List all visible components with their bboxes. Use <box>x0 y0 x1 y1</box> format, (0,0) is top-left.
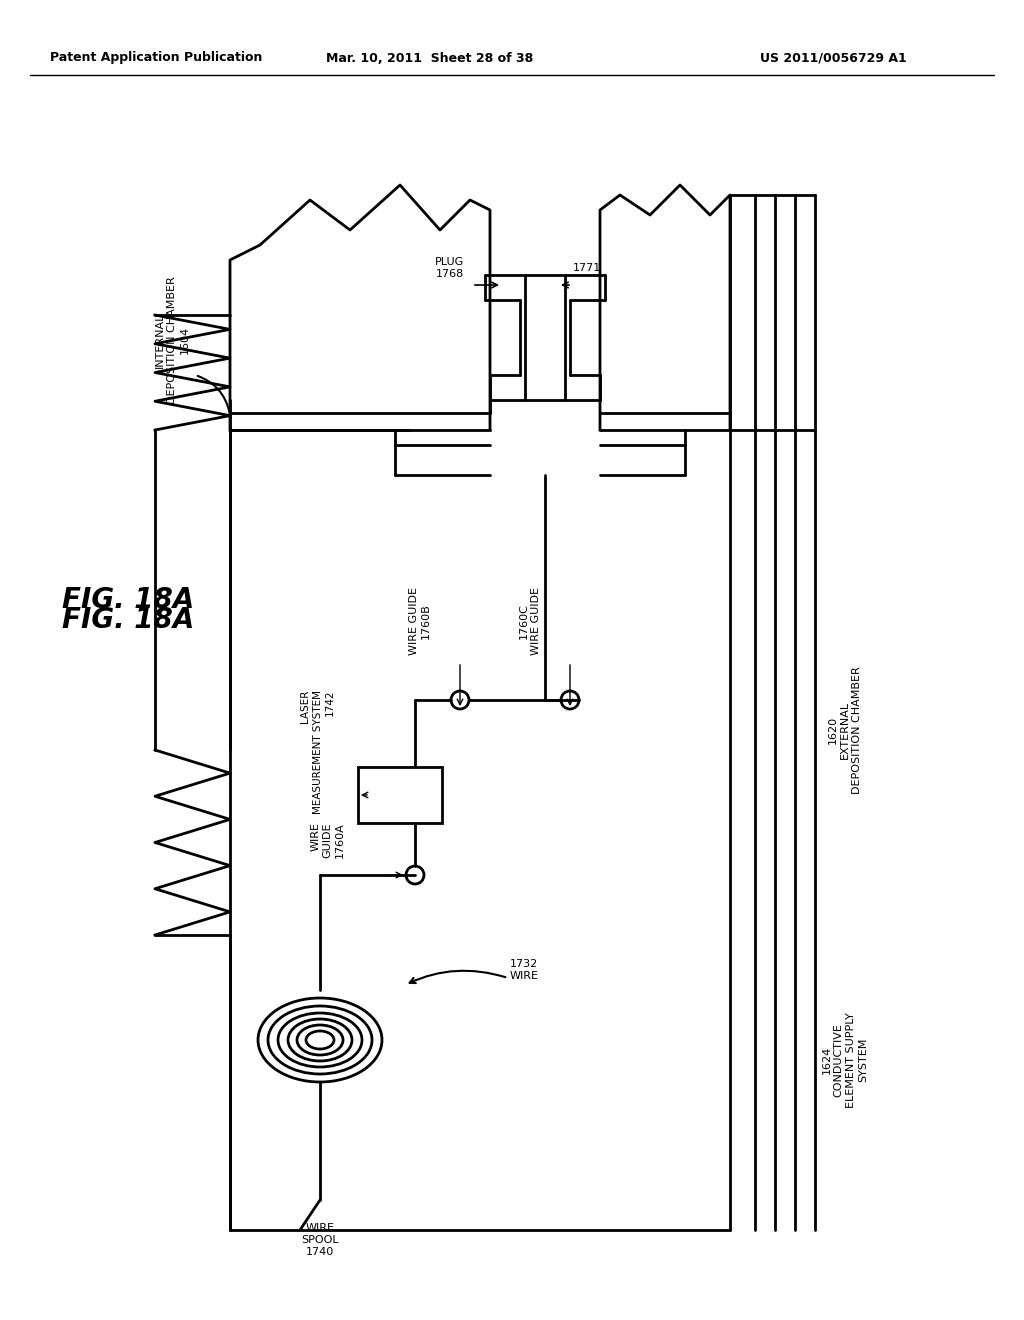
Text: INTERNAL
DEPOSITION CHAMBER
1604: INTERNAL DEPOSITION CHAMBER 1604 <box>155 276 189 404</box>
Text: Patent Application Publication: Patent Application Publication <box>50 51 262 65</box>
Text: WIRE
SPOOL
1740: WIRE SPOOL 1740 <box>301 1224 339 1257</box>
Text: 1620
EXTERNAL
DEPOSITION CHAMBER: 1620 EXTERNAL DEPOSITION CHAMBER <box>827 667 862 793</box>
Text: PLUG
1768: PLUG 1768 <box>435 257 465 279</box>
Text: 1732
WIRE: 1732 WIRE <box>510 960 539 981</box>
Text: WIRE GUIDE
1760B: WIRE GUIDE 1760B <box>409 587 431 655</box>
Text: Mar. 10, 2011  Sheet 28 of 38: Mar. 10, 2011 Sheet 28 of 38 <box>327 51 534 65</box>
Text: FIG. 18A: FIG. 18A <box>62 586 195 614</box>
Text: 1624
CONDUCTIVE
ELEMENT SUPPLY
SYSTEM: 1624 CONDUCTIVE ELEMENT SUPPLY SYSTEM <box>821 1012 868 1107</box>
Text: US 2011/0056729 A1: US 2011/0056729 A1 <box>760 51 906 65</box>
Text: 1771: 1771 <box>573 263 601 273</box>
Text: LASER
MEASUREMENT SYSTEM
1742: LASER MEASUREMENT SYSTEM 1742 <box>300 690 335 814</box>
Bar <box>358 767 442 822</box>
Text: FIG. 18A: FIG. 18A <box>62 606 195 634</box>
Text: 1760C
WIRE GUIDE: 1760C WIRE GUIDE <box>519 587 542 655</box>
Text: WIRE
GUIDE
1760A: WIRE GUIDE 1760A <box>310 822 345 858</box>
